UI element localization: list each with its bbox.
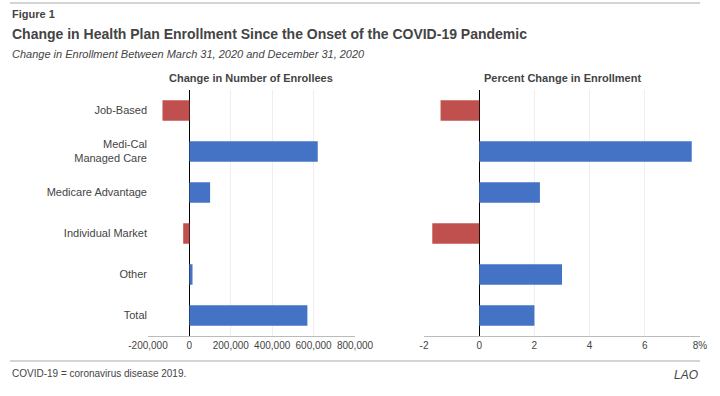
svg-text:600,000: 600,000	[296, 340, 333, 351]
svg-text:0: 0	[476, 340, 482, 351]
svg-text:400,000: 400,000	[254, 340, 291, 351]
svg-text:8%: 8%	[693, 340, 708, 351]
svg-text:Change in Enrollment Between M: Change in Enrollment Between March 31, 2…	[12, 48, 365, 60]
svg-text:200,000: 200,000	[213, 340, 250, 351]
svg-text:Medi-CalManaged Care: Medi-CalManaged Care	[74, 138, 147, 164]
svg-text:Change in Number of Enrollees: Change in Number of Enrollees	[169, 72, 333, 84]
svg-text:2: 2	[532, 340, 538, 351]
svg-text:Change in Health Plan Enrollme: Change in Health Plan Enrollment Since t…	[12, 26, 527, 42]
svg-text:800,000: 800,000	[337, 340, 374, 351]
svg-text:Total: Total	[124, 309, 147, 321]
svg-text:Percent Change in Enrollment: Percent Change in Enrollment	[484, 72, 641, 84]
svg-text:6: 6	[642, 340, 648, 351]
svg-text:0: 0	[187, 340, 193, 351]
svg-text:4: 4	[587, 340, 593, 351]
svg-text:COVID-19 = coronavirus disease: COVID-19 = coronavirus disease 2019.	[12, 368, 186, 379]
svg-text:-2: -2	[420, 340, 429, 351]
svg-text:Job-Based: Job-Based	[94, 104, 147, 116]
svg-text:Other: Other	[119, 268, 147, 280]
svg-text:Medicare Advantage: Medicare Advantage	[47, 186, 147, 198]
svg-text:LAO: LAO	[674, 368, 698, 382]
svg-text:Figure 1: Figure 1	[12, 8, 55, 20]
svg-text:-200,000: -200,000	[128, 340, 168, 351]
svg-text:Individual Market: Individual Market	[64, 227, 147, 239]
